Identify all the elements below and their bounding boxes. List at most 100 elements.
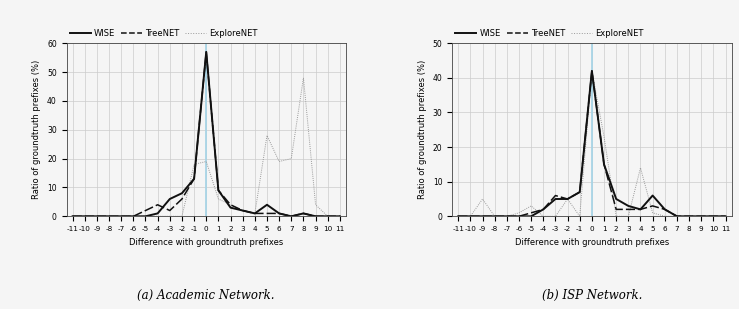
- WISE: [214, 188, 223, 192]
- ExploreNET: [490, 214, 499, 218]
- WISE: [287, 214, 296, 218]
- TreeNET: [226, 203, 235, 207]
- WISE: [539, 208, 548, 211]
- ExploreNET: [177, 214, 186, 218]
- WISE: [514, 214, 523, 218]
- WISE: [251, 212, 259, 215]
- ExploreNET: [672, 214, 681, 218]
- TreeNET: [599, 163, 608, 166]
- ExploreNET: [141, 214, 150, 218]
- WISE: [275, 212, 284, 215]
- ExploreNET: [117, 214, 126, 218]
- WISE: [299, 212, 308, 215]
- ExploreNET: [539, 214, 548, 218]
- TreeNET: [129, 214, 137, 218]
- TreeNET: [697, 214, 706, 218]
- TreeNET: [612, 208, 621, 211]
- TreeNET: [454, 214, 463, 218]
- WISE: [190, 177, 199, 181]
- ExploreNET: [709, 214, 718, 218]
- X-axis label: Difference with groundtruth prefixes: Difference with groundtruth prefixes: [515, 238, 669, 247]
- ExploreNET: [527, 204, 536, 208]
- TreeNET: [105, 214, 114, 218]
- ExploreNET: [697, 214, 706, 218]
- X-axis label: Difference with groundtruth prefixes: Difference with groundtruth prefixes: [129, 238, 283, 247]
- WISE: [721, 214, 730, 218]
- WISE: [81, 214, 89, 218]
- ExploreNET: [684, 214, 693, 218]
- WISE: [466, 214, 475, 218]
- Text: (a) Academic Network.: (a) Academic Network.: [137, 289, 275, 302]
- TreeNET: [466, 214, 475, 218]
- ExploreNET: [454, 214, 463, 218]
- WISE: [117, 214, 126, 218]
- TreeNET: [190, 177, 199, 181]
- Line: ExploreNET: ExploreNET: [458, 71, 726, 216]
- ExploreNET: [599, 135, 608, 138]
- TreeNET: [648, 204, 657, 208]
- ExploreNET: [721, 214, 730, 218]
- ExploreNET: [323, 214, 332, 218]
- ExploreNET: [81, 214, 89, 218]
- TreeNET: [177, 197, 186, 201]
- WISE: [563, 197, 572, 201]
- Y-axis label: Ratio of groundtruth prefixes (%): Ratio of groundtruth prefixes (%): [33, 60, 41, 199]
- TreeNET: [684, 214, 693, 218]
- ExploreNET: [153, 214, 162, 218]
- TreeNET: [117, 214, 126, 218]
- WISE: [636, 208, 645, 211]
- WISE: [612, 197, 621, 201]
- ExploreNET: [636, 166, 645, 170]
- WISE: [105, 214, 114, 218]
- Line: WISE: WISE: [458, 71, 726, 216]
- ExploreNET: [563, 197, 572, 201]
- ExploreNET: [251, 212, 259, 215]
- WISE: [336, 214, 344, 218]
- ExploreNET: [190, 163, 199, 166]
- WISE: [478, 214, 487, 218]
- ExploreNET: [612, 214, 621, 218]
- TreeNET: [709, 214, 718, 218]
- TreeNET: [153, 203, 162, 207]
- ExploreNET: [202, 160, 211, 163]
- TreeNET: [490, 214, 499, 218]
- ExploreNET: [575, 214, 584, 218]
- ExploreNET: [166, 214, 174, 218]
- TreeNET: [275, 212, 284, 215]
- WISE: [661, 208, 670, 211]
- WISE: [648, 194, 657, 197]
- TreeNET: [672, 214, 681, 218]
- ExploreNET: [92, 214, 101, 218]
- ExploreNET: [588, 69, 596, 73]
- TreeNET: [514, 214, 523, 218]
- WISE: [490, 214, 499, 218]
- ExploreNET: [238, 209, 247, 212]
- WISE: [153, 212, 162, 215]
- WISE: [141, 214, 150, 218]
- WISE: [166, 197, 174, 201]
- TreeNET: [527, 211, 536, 215]
- ExploreNET: [503, 214, 511, 218]
- WISE: [323, 214, 332, 218]
- WISE: [684, 214, 693, 218]
- ExploreNET: [648, 211, 657, 215]
- WISE: [709, 214, 718, 218]
- TreeNET: [81, 214, 89, 218]
- ExploreNET: [275, 160, 284, 163]
- TreeNET: [661, 208, 670, 211]
- ExploreNET: [262, 134, 271, 138]
- Legend: WISE, TreeNET, ExploreNET: WISE, TreeNET, ExploreNET: [452, 26, 647, 41]
- Text: (b) ISP Network.: (b) ISP Network.: [542, 289, 642, 302]
- ExploreNET: [478, 197, 487, 201]
- TreeNET: [68, 214, 77, 218]
- TreeNET: [563, 197, 572, 201]
- Line: TreeNET: TreeNET: [72, 52, 340, 216]
- WISE: [588, 69, 596, 73]
- ExploreNET: [287, 157, 296, 160]
- WISE: [503, 214, 511, 218]
- WISE: [697, 214, 706, 218]
- TreeNET: [166, 209, 174, 212]
- TreeNET: [721, 214, 730, 218]
- Legend: WISE, TreeNET, ExploreNET: WISE, TreeNET, ExploreNET: [67, 26, 261, 41]
- ExploreNET: [336, 214, 344, 218]
